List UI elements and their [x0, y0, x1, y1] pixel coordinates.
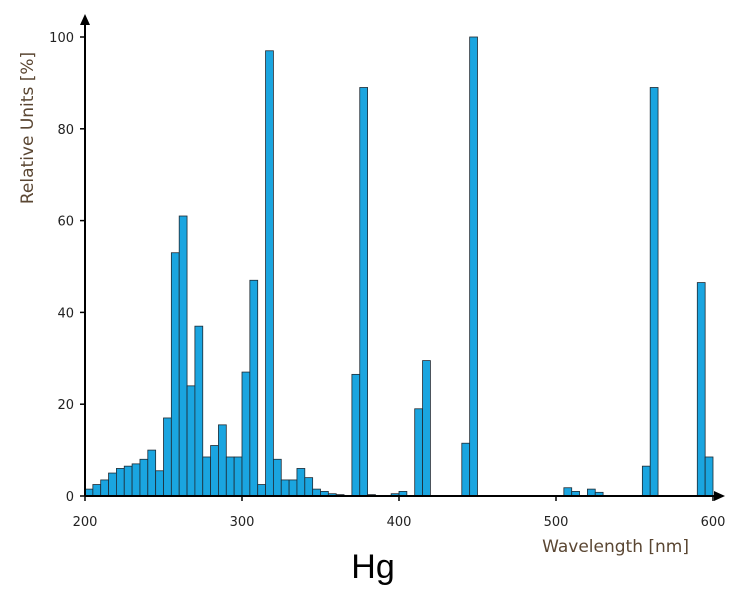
bar-260 — [178, 215, 188, 497]
x-tick-label-200: 200 — [73, 515, 98, 530]
x-tick-label-500: 500 — [544, 515, 569, 530]
x-tick-label-400: 400 — [387, 515, 412, 530]
bar-310 — [257, 484, 266, 497]
bar-210 — [100, 479, 109, 497]
bar-200 — [84, 488, 94, 497]
bar-340 — [304, 477, 314, 497]
bar-245 — [155, 470, 164, 497]
bar-375 — [359, 87, 368, 497]
bar-275 — [202, 456, 211, 497]
y-axis-title: Relative Units [%] — [18, 52, 38, 204]
y-tick-label-100: 100 — [49, 31, 74, 46]
bar-370 — [351, 373, 361, 497]
y-tick-label-0: 0 — [66, 490, 74, 505]
bar-595 — [704, 456, 714, 497]
bar-225 — [123, 465, 133, 497]
bar-235 — [139, 458, 149, 497]
bar-305 — [249, 279, 259, 497]
bar-240 — [147, 449, 157, 497]
bar-320 — [272, 458, 282, 497]
bar-295 — [233, 456, 243, 497]
bar-325 — [280, 479, 290, 497]
x-axis-title: Wavelength [nm] — [542, 537, 689, 557]
bar-330 — [288, 479, 298, 497]
y-tick-label-20: 20 — [57, 398, 74, 413]
bar-230 — [131, 463, 141, 497]
bar-300 — [241, 371, 251, 497]
axes — [80, 14, 725, 501]
chart-caption: Hg — [351, 548, 395, 586]
bar-315 — [265, 50, 274, 497]
bar-215 — [108, 472, 117, 497]
bar-335 — [296, 468, 306, 497]
x-tick-label-300: 300 — [230, 515, 255, 530]
bar-285 — [218, 424, 227, 497]
y-tick-label-60: 60 — [57, 215, 74, 230]
bar-280 — [210, 445, 219, 497]
bar-255 — [170, 252, 180, 497]
bar-series — [84, 36, 714, 497]
bar-440 — [461, 442, 471, 497]
y-tick-label-80: 80 — [57, 123, 74, 138]
bar-265 — [186, 385, 196, 497]
bar-220 — [116, 468, 125, 497]
bar-555 — [641, 465, 651, 497]
x-axis-arrow — [714, 491, 725, 501]
bar-505 — [563, 487, 573, 497]
bar-205 — [92, 484, 102, 497]
bar-290 — [225, 456, 235, 497]
bar-410 — [414, 408, 423, 497]
x-tick-label-600: 600 — [701, 515, 726, 530]
bar-520 — [587, 488, 596, 497]
bar-250 — [163, 417, 172, 497]
bar-345 — [312, 488, 321, 497]
bar-445 — [469, 36, 478, 497]
bar-415 — [422, 360, 431, 497]
y-axis-arrow — [80, 14, 90, 25]
bar-270 — [194, 325, 204, 497]
tick-labels: 200 300 400 500 600 0 20 40 60 80 100 — [49, 31, 725, 530]
bar-560 — [649, 87, 659, 497]
y-tick-label-40: 40 — [57, 306, 74, 321]
bar-590 — [696, 282, 706, 497]
